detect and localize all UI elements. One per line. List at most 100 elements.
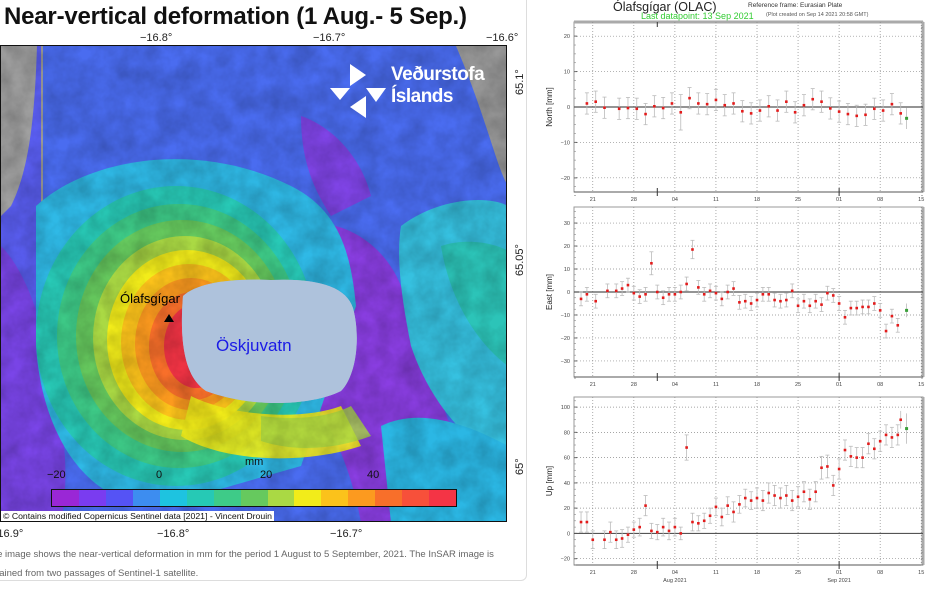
- data-point: [849, 455, 853, 458]
- data-point: [861, 305, 864, 309]
- data-point: [609, 530, 612, 534]
- x-tick-label: 01: [836, 197, 842, 203]
- data-point: [726, 504, 729, 507]
- data-point: [873, 447, 876, 451]
- x-tick-label: 28: [631, 197, 637, 203]
- y-tick-label: 60: [564, 456, 570, 462]
- crater-marker-icon: [164, 314, 174, 322]
- x-tick-label: 04: [672, 197, 678, 203]
- data-point: [714, 505, 718, 509]
- x-tick-label: 11: [713, 382, 719, 388]
- lon-label-top: −16.6°: [486, 32, 519, 44]
- colorbar-tick: 20: [260, 469, 273, 481]
- data-point: [661, 106, 665, 110]
- data-point: [667, 292, 671, 296]
- x-tick-label: 15: [918, 197, 924, 203]
- data-point: [743, 299, 747, 303]
- data-point: [620, 537, 624, 540]
- data-point: [843, 315, 847, 319]
- data-point: [890, 436, 894, 439]
- y-tick-label: 0: [567, 290, 570, 296]
- data-point: [890, 314, 894, 318]
- last-data-point: [905, 116, 909, 120]
- data-point: [702, 292, 706, 296]
- data-point: [594, 100, 598, 103]
- data-point: [749, 112, 753, 115]
- data-point: [896, 324, 900, 327]
- plot-area: [573, 396, 924, 566]
- x-tick-label: 08: [877, 382, 883, 388]
- x-tick-label: 01: [836, 570, 842, 576]
- data-point: [773, 298, 776, 302]
- data-point: [814, 490, 817, 494]
- colorbar-tick: 40: [367, 469, 380, 481]
- figure-caption: The image shows the near-vertical deform…: [0, 549, 494, 579]
- data-point: [867, 305, 870, 309]
- vedurstofa-logo-icon: [330, 64, 386, 118]
- data-point: [697, 102, 700, 105]
- data-point: [732, 287, 735, 290]
- colorbar-swatch: [267, 490, 295, 506]
- data-point: [761, 499, 765, 502]
- data-point: [773, 494, 776, 497]
- data-point: [720, 515, 724, 519]
- data-point: [861, 456, 864, 459]
- data-point: [796, 304, 800, 308]
- data-point: [644, 292, 647, 296]
- colorbar-swatch: [240, 490, 268, 506]
- y-tick-label: −10: [561, 140, 570, 146]
- data-point: [767, 491, 771, 495]
- data-point: [585, 292, 589, 296]
- data-point: [679, 111, 683, 114]
- last-data-point: [905, 427, 909, 431]
- y-tick-label: 100: [561, 405, 570, 411]
- data-point: [831, 484, 835, 487]
- colorbar-swatch: [132, 490, 160, 506]
- data-point: [685, 282, 688, 286]
- lat-label: 65.05°: [514, 244, 526, 276]
- data-point: [697, 286, 700, 289]
- x-tick-label: 21: [590, 197, 596, 203]
- data-point: [796, 495, 800, 499]
- data-point: [855, 114, 859, 118]
- data-point: [626, 533, 630, 536]
- y-axis-label: North [mm]: [545, 87, 554, 127]
- data-point: [776, 109, 779, 112]
- data-point: [899, 418, 903, 422]
- data-point: [820, 303, 823, 306]
- data-point: [741, 109, 744, 113]
- y-tick-label: 20: [564, 506, 570, 512]
- data-point: [878, 309, 882, 312]
- copyright-credit: © Contains modified Copernicus Sentinel …: [1, 511, 274, 521]
- colorbar-unit: mm: [245, 456, 264, 468]
- y-axis-label: East [mm]: [545, 274, 554, 310]
- colorbar-swatch: [105, 490, 133, 506]
- y-tick-label: 0: [567, 105, 570, 111]
- y-axis-label: Up [mm]: [545, 466, 554, 496]
- data-point: [626, 106, 630, 110]
- data-point: [705, 102, 709, 106]
- lat-label: 65.1°: [514, 69, 526, 95]
- x-tick-label: 01: [836, 382, 842, 388]
- data-point: [837, 110, 841, 113]
- data-point: [673, 525, 677, 529]
- data-point: [802, 490, 806, 494]
- data-point: [644, 504, 647, 507]
- data-point: [579, 520, 583, 524]
- data-point: [667, 529, 671, 533]
- data-point: [849, 306, 853, 310]
- y-tick-label: 10: [564, 267, 570, 273]
- y-tick-label: 80: [564, 430, 570, 436]
- x-tick-label: 15: [918, 382, 924, 388]
- gnss-station-title: Ólafsgígar (OLAC): [613, 0, 717, 14]
- data-point: [826, 291, 829, 295]
- x-tick-label: 18: [754, 382, 760, 388]
- month-label: Aug 2021: [663, 578, 687, 584]
- data-point: [864, 113, 867, 117]
- lon-label-bottom: −16.7°: [330, 528, 363, 540]
- data-point: [650, 261, 653, 265]
- data-point: [620, 287, 624, 290]
- data-point: [617, 107, 621, 111]
- data-point: [685, 446, 688, 449]
- north-chart: 21 28 04 11 18 25 01 08 15 20 10 0 −10 −20 North [mm]: [545, 20, 925, 203]
